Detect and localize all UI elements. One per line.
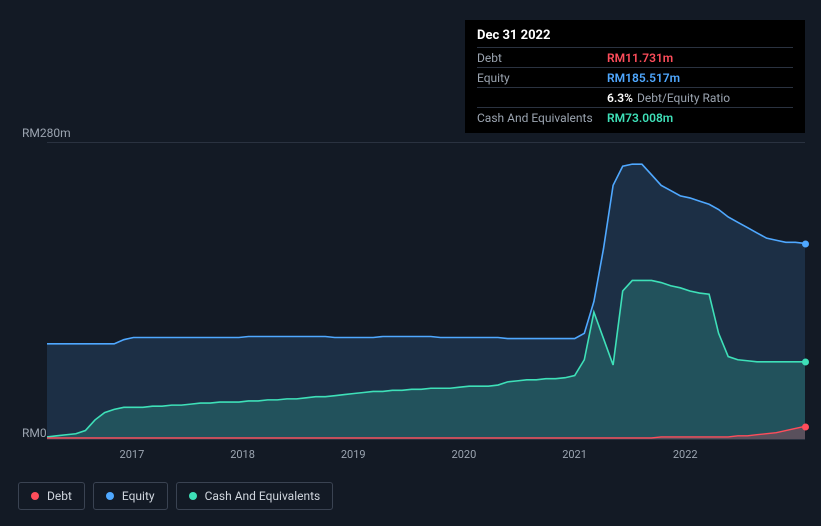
tooltip-date: Dec 31 2022 [477, 28, 793, 47]
tooltip-row: Cash And EquivalentsRM73.008m [477, 107, 793, 127]
xaxis-tick: 2020 [452, 448, 477, 461]
series-end-dot-icon [802, 240, 809, 247]
xaxis-tick: 2022 [673, 448, 698, 461]
legend-label: Equity [122, 489, 155, 503]
tooltip-row-label: Debt [477, 51, 607, 65]
legend: Debt Equity Cash And Equivalents [18, 482, 333, 510]
tooltip-row-suffix: Debt/Equity Ratio [637, 91, 730, 105]
series-end-dot-icon [802, 359, 809, 366]
legend-dot-icon [31, 492, 39, 500]
tooltip-row-value: RM73.008m [607, 111, 673, 125]
tooltip-row: DebtRM11.731m [477, 47, 793, 67]
chart-svg [47, 143, 805, 439]
xaxis-tick: 2021 [562, 448, 587, 461]
yaxis-label: RM0 [22, 426, 47, 440]
tooltip-rows: DebtRM11.731mEquityRM185.517m6.3%Debt/Eq… [477, 47, 793, 127]
legend-dot-icon [189, 492, 197, 500]
legend-dot-icon [106, 492, 114, 500]
tooltip-row-value: 6.3%Debt/Equity Ratio [607, 91, 730, 105]
legend-item[interactable]: Debt [18, 482, 85, 510]
tooltip-row: EquityRM185.517m [477, 67, 793, 87]
xaxis-tick: 2019 [341, 448, 366, 461]
legend-label: Cash And Equivalents [205, 489, 321, 503]
chart-tooltip: Dec 31 2022 DebtRM11.731mEquityRM185.517… [465, 20, 805, 133]
xaxis: 2017 2018 2019 2020 2021 2022 [47, 448, 805, 466]
tooltip-row-label: Equity [477, 71, 607, 85]
legend-label: Debt [47, 489, 72, 503]
legend-item[interactable]: Cash And Equivalents [176, 482, 334, 510]
tooltip-row-value: RM11.731m [607, 51, 673, 65]
tooltip-row-value: RM185.517m [607, 71, 680, 85]
legend-item[interactable]: Equity [93, 482, 168, 510]
chart-plot-area[interactable] [47, 142, 805, 440]
yaxis-label: RM280m [22, 126, 71, 140]
tooltip-row: 6.3%Debt/Equity Ratio [477, 87, 793, 107]
xaxis-tick: 2018 [230, 448, 255, 461]
tooltip-row-label: Cash And Equivalents [477, 111, 607, 125]
xaxis-tick: 2017 [120, 448, 145, 461]
tooltip-row-label [477, 91, 607, 105]
series-end-dot-icon [802, 424, 809, 431]
